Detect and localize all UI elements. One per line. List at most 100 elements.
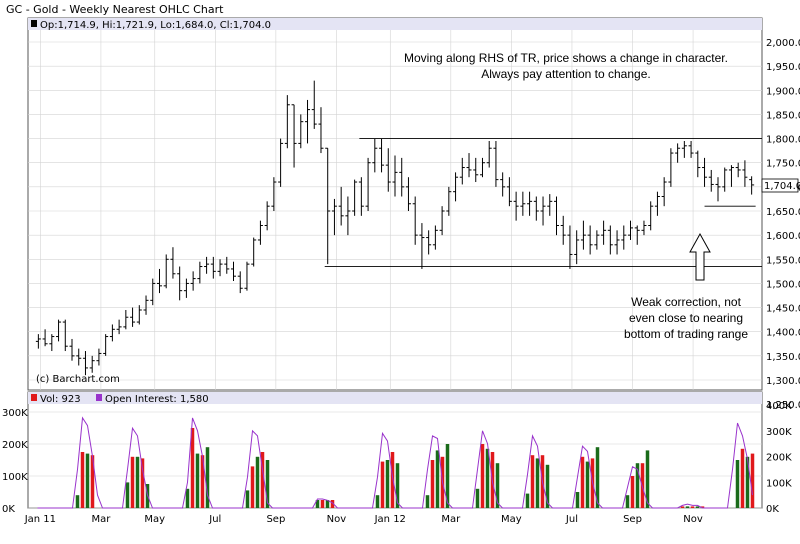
volume-bar bbox=[690, 506, 695, 508]
volume-bar bbox=[685, 506, 690, 508]
ohlc-bar bbox=[540, 196, 546, 226]
ohlc-bar bbox=[130, 307, 136, 327]
ohlc-bar bbox=[96, 348, 102, 366]
up-arrow-outline-icon bbox=[689, 232, 711, 281]
ohlc-bar bbox=[728, 165, 734, 187]
price-y-tick-label: 1,450.0 bbox=[766, 304, 800, 315]
volume-bar bbox=[545, 464, 550, 508]
ohlc-bar bbox=[681, 140, 687, 158]
ohlc-bar bbox=[580, 220, 586, 250]
ohlc-bar bbox=[715, 177, 721, 202]
ohlc-bar bbox=[695, 150, 701, 178]
ohlc-bar bbox=[163, 254, 169, 289]
ohlc-bar bbox=[453, 172, 459, 202]
ohlc-bar bbox=[150, 278, 156, 306]
ohlc-bar bbox=[372, 138, 378, 173]
volume-right-tick-label: 0K bbox=[766, 504, 779, 515]
volume-bar bbox=[325, 500, 330, 508]
volume-bar bbox=[430, 460, 435, 508]
volume-bar bbox=[525, 493, 530, 508]
ohlc-bar bbox=[257, 220, 263, 245]
volume-bar bbox=[750, 453, 755, 508]
ohlc-bar bbox=[574, 230, 580, 265]
ohlc-bar bbox=[587, 225, 593, 255]
ohlc-bar bbox=[217, 259, 223, 277]
ohlc-legend-marker bbox=[31, 20, 37, 27]
volume-bar bbox=[80, 452, 85, 508]
price-y-tick-label: 1,950.0 bbox=[766, 62, 800, 73]
annotation-top-line1: Moving along RHS of TR, price shows a ch… bbox=[404, 51, 728, 65]
volume-bar bbox=[480, 444, 485, 508]
volume-left-tick-label: 0K bbox=[2, 504, 15, 515]
reference-lines bbox=[324, 138, 762, 267]
ohlc-bar bbox=[594, 230, 600, 250]
ohlc-bar bbox=[506, 177, 512, 207]
price-y-tick-label: 1,850.0 bbox=[766, 110, 800, 121]
volume-bar bbox=[495, 463, 500, 508]
ohlc-bar bbox=[170, 247, 176, 279]
volume-bar bbox=[185, 488, 190, 508]
x-tick-label: Nov bbox=[683, 514, 703, 525]
ohlc-bar bbox=[654, 191, 660, 216]
volume-left-tick-label: 200K bbox=[2, 440, 28, 451]
volume-bar bbox=[425, 495, 430, 508]
ohlc-bar bbox=[103, 334, 109, 356]
volume-bar bbox=[140, 458, 145, 508]
ohlc-bar bbox=[439, 206, 445, 236]
volume-bar bbox=[320, 500, 325, 508]
x-tick-label: Mar bbox=[441, 514, 461, 525]
ohlc-bar bbox=[264, 201, 270, 231]
ohlc-bar bbox=[143, 295, 149, 315]
volume-left-tick-label: 100K bbox=[2, 472, 28, 483]
ohlc-bar bbox=[479, 157, 485, 178]
vol-legend-marker bbox=[31, 394, 37, 401]
ohlc-bar bbox=[493, 140, 499, 187]
ohlc-bar bbox=[345, 196, 351, 236]
ohlc-bar bbox=[432, 225, 438, 250]
volume-bar bbox=[75, 495, 80, 508]
price-panel bbox=[27, 17, 763, 391]
volume-bar bbox=[585, 461, 590, 508]
volume-bar bbox=[265, 460, 270, 508]
ohlc-bar bbox=[338, 186, 344, 226]
annotation-bottom-line3: bottom of trading range bbox=[624, 327, 748, 341]
volume-bar bbox=[680, 506, 685, 508]
ohlc-bar bbox=[331, 198, 337, 236]
annotation-bottom-line2: even close to nearing bbox=[629, 311, 743, 325]
ohlc-bar bbox=[82, 351, 88, 376]
ohlc-bar bbox=[278, 138, 284, 187]
ohlc-bar bbox=[392, 155, 398, 197]
ohlc-bar bbox=[76, 348, 82, 366]
ohlc-label: Op:1,714.9, Hi:1,721.9, Lo:1,684.0, Cl:1… bbox=[40, 20, 271, 31]
volume-bar bbox=[445, 444, 450, 508]
volume-bar bbox=[385, 460, 390, 508]
ohlc-bar bbox=[500, 172, 506, 197]
volume-bar bbox=[575, 492, 580, 508]
price-y-tick-label: 1,250.0 bbox=[766, 400, 800, 411]
price-panel-header bbox=[28, 18, 762, 30]
volume-bar bbox=[135, 456, 140, 508]
volume-bar bbox=[475, 488, 480, 508]
volume-bar bbox=[395, 463, 400, 508]
volume-panel-header bbox=[28, 392, 762, 404]
ohlc-bar bbox=[224, 256, 230, 274]
price-y-axis: 2,000.0 1,950.0 1,900.0 1,850.0 1,800.0 1,750… bbox=[766, 38, 800, 411]
ohlc-bar bbox=[675, 143, 681, 163]
x-tick-label: Sep bbox=[266, 514, 285, 525]
ohlc-bar bbox=[702, 157, 708, 187]
volume-bar bbox=[530, 455, 535, 508]
ohlc-bar bbox=[204, 256, 210, 274]
ohlc-bar bbox=[325, 147, 331, 265]
ohlc-bar bbox=[237, 271, 243, 294]
ohlc-bar bbox=[446, 186, 452, 216]
ohlc-bar bbox=[621, 225, 627, 250]
ohlc-bar bbox=[466, 153, 472, 178]
ohlc-bar bbox=[231, 261, 237, 282]
price-y-tick-label: 1,750.0 bbox=[766, 159, 800, 170]
ohlc-bar bbox=[412, 196, 418, 245]
ohlc-bar bbox=[190, 271, 196, 291]
open-interest-line bbox=[37, 416, 753, 509]
x-tick-label: Jul bbox=[208, 514, 221, 525]
price-y-tick-label: 1,400.0 bbox=[766, 328, 800, 339]
